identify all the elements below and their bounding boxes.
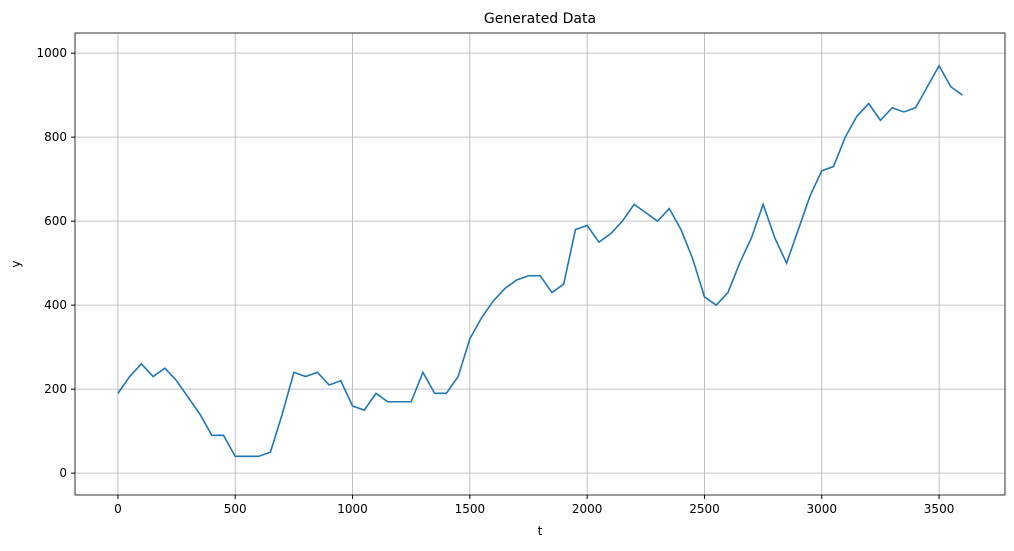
- x-axis-label: t: [538, 524, 543, 538]
- y-tick-label: 800: [44, 130, 67, 144]
- y-tick-label: 200: [44, 382, 67, 396]
- x-tick-label: 1500: [455, 502, 486, 516]
- y-tick-label: 400: [44, 298, 67, 312]
- data-line: [117, 64, 964, 458]
- y-tick-label: 0: [59, 466, 67, 480]
- y-tick-label: 1000: [36, 46, 67, 60]
- chart-title: Generated Data: [484, 11, 596, 27]
- x-tick-label: 2500: [689, 502, 720, 516]
- x-tick-label: 1000: [337, 502, 368, 516]
- x-tick-label: 3500: [924, 502, 955, 516]
- plot-frame: [74, 32, 1006, 496]
- x-tick-label: 3000: [806, 502, 837, 516]
- y-axis-label: y: [9, 260, 23, 267]
- x-tick-label: 2000: [572, 502, 603, 516]
- x-tick-label: 500: [224, 502, 247, 516]
- y-tick-label: 600: [44, 214, 67, 228]
- x-tick-label: 0: [114, 502, 122, 516]
